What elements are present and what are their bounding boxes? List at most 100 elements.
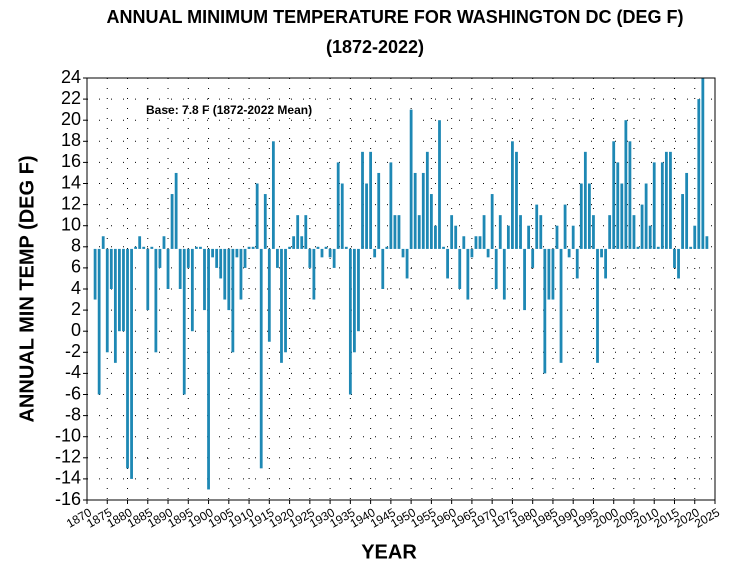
bar [138,236,142,249]
bar [689,246,693,249]
bar [502,248,506,300]
bar [276,248,279,268]
bar [515,151,518,249]
bar [215,248,219,268]
bar [300,236,304,249]
bar [644,183,648,249]
bar [365,183,368,249]
bar [511,141,514,249]
bar [527,225,531,249]
bar [543,248,547,374]
bar [308,248,312,268]
plot-frame [86,77,716,501]
y-tick-label: 16 [61,151,81,171]
bar [332,248,336,268]
bar [705,236,709,249]
bar [478,236,482,249]
bar [385,246,389,249]
y-tick-label: -12 [55,447,81,467]
bar [482,215,486,249]
bar [669,151,672,249]
y-tick-label: 4 [71,278,81,298]
bar [494,248,498,289]
y-tick-label: 0 [71,320,81,340]
bar [101,236,105,249]
bar [142,246,146,249]
y-tick-label: 24 [61,67,81,87]
bar [389,162,393,249]
bar [118,248,121,332]
bar [466,248,470,300]
y-tick-label: 6 [71,257,81,277]
bar [259,248,263,469]
bar [162,236,166,249]
bar [271,141,275,249]
bar [361,151,364,249]
bar [316,246,320,249]
bar [636,246,640,249]
bar [539,215,543,249]
bar [648,225,652,249]
bar [429,194,433,249]
bar [531,248,535,268]
bar [604,248,608,279]
bar [190,248,194,332]
bar [701,78,705,249]
bar [652,162,656,249]
bar [284,248,287,353]
bar [199,246,202,249]
bar [612,141,616,249]
bar [109,248,113,289]
bar [122,248,125,332]
y-tick-label: -8 [65,404,81,424]
bar [498,215,502,249]
bar [247,246,251,249]
bar [462,236,466,249]
bar [409,109,413,249]
bar [592,215,595,249]
y-tick-label: 18 [61,130,81,150]
bar [413,172,417,249]
bar [194,246,198,249]
bar [450,215,454,249]
bar [664,151,668,249]
bar [551,248,555,300]
bar [421,172,425,249]
bar [235,248,239,258]
bar [474,236,478,249]
bar [292,236,296,249]
bar [340,183,344,249]
bar [130,248,133,479]
bar [227,248,231,311]
y-tick-label: 22 [61,88,81,108]
bar [571,225,575,249]
x-axis-label: YEAR [361,541,417,563]
bar [547,248,551,300]
bar [288,246,291,249]
y-axis-label: ANNUAL MIN TEMP (DEG F) [16,155,38,422]
bar [267,248,271,342]
bar [583,151,587,249]
bar [348,248,352,395]
bar [174,172,178,249]
bar [563,204,567,249]
bar [523,248,526,311]
bar [203,248,206,311]
bar [470,248,474,258]
bar [596,248,599,363]
bar [328,248,332,258]
annotation: Base: 7.8 F (1872-2022 Mean) [146,103,312,117]
bar [458,248,462,289]
bar [685,172,689,249]
bar [263,194,267,249]
bar [535,204,539,249]
bar [660,162,664,249]
y-tick-label: 2 [71,299,81,319]
bar [434,225,437,249]
bar [397,215,401,249]
bar [182,248,186,395]
bar [251,246,255,249]
bar [681,194,684,249]
y-tick-label: -16 [55,489,81,509]
